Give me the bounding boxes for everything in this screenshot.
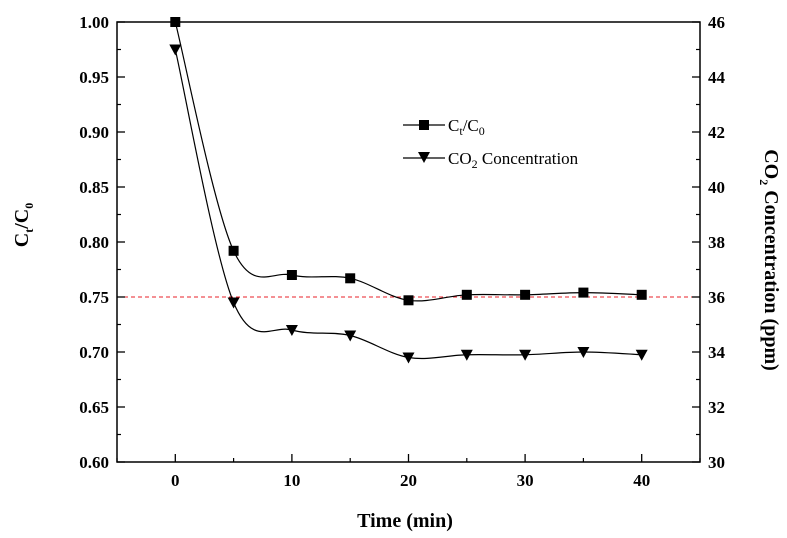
y-left-tick-label: 0.75 <box>79 288 109 307</box>
y-left-axis-title: Ct/C0 <box>11 203 36 247</box>
legend-ratio-sub1: t <box>459 124 463 138</box>
x-tick-label: 0 <box>171 471 180 490</box>
y-right-axis-title: CO2 Concentration (ppm) <box>757 149 782 371</box>
data-point-square <box>345 273 356 284</box>
legend-ratio-sub2: 0 <box>479 124 485 138</box>
legend-co2-sub: 2 <box>472 157 478 171</box>
y-left-tick-label: 0.90 <box>79 123 109 142</box>
plot-border <box>116 21 701 463</box>
data-point-square <box>578 287 589 298</box>
y-right-tick-label: 36 <box>708 288 725 307</box>
y-right-tick-label: 40 <box>708 178 725 197</box>
y-left-tick-label: 0.65 <box>79 398 109 417</box>
data-point-square <box>461 289 472 300</box>
plot-frame <box>116 21 701 463</box>
legend-co2-pre: CO <box>448 149 472 168</box>
legend-ratio-main: C <box>448 116 459 135</box>
y-left-title-main: C <box>11 233 33 247</box>
y-left-tick-label: 0.70 <box>79 343 109 362</box>
series-line <box>174 21 642 302</box>
data-point-square <box>520 289 531 300</box>
y-right-tick-label: 38 <box>708 233 725 252</box>
data-point-triangle <box>169 44 182 56</box>
y-left-tick-label: 0.95 <box>79 68 109 87</box>
y-left-tick-label: 1.00 <box>79 13 109 32</box>
data-point-square <box>228 245 239 256</box>
y-right-tick-label: 44 <box>708 68 726 87</box>
data-point-triangle <box>344 330 357 342</box>
series-line <box>174 49 642 360</box>
y-left-title-sub1: t <box>22 229 36 233</box>
x-tick-label: 40 <box>633 471 650 490</box>
y-right-tick-label: 46 <box>708 13 725 32</box>
series-1 <box>169 44 648 364</box>
data-point-triangle <box>577 347 590 358</box>
ticks-layer: 0 10 20 30 400.600.650.700.750.800.850.900.9… <box>79 13 725 490</box>
series-layer <box>169 17 648 364</box>
data-point-square <box>403 295 414 306</box>
x-tick-label: 30 <box>517 471 534 490</box>
legend-label-ratio: Ct/C0 <box>448 116 485 138</box>
y-left-title-sep: /C <box>11 209 33 230</box>
data-point-triangle <box>635 349 648 361</box>
x-tick-label: 20 <box>400 471 417 490</box>
data-point-triangle <box>460 349 473 361</box>
x-axis-title: Time (min) <box>357 510 453 532</box>
data-point-triangle <box>227 297 240 309</box>
y-right-tick-label: 42 <box>708 123 725 142</box>
data-point-square <box>286 270 297 280</box>
y-left-tick-label: 0.60 <box>79 453 109 472</box>
data-point-square <box>636 289 647 300</box>
y-right-tick-label: 34 <box>708 343 726 362</box>
y-left-tick-label: 0.85 <box>79 178 109 197</box>
y-right-title-sub: 2 <box>757 179 771 185</box>
legend-ratio-sep: /C <box>463 116 479 135</box>
data-point-triangle <box>402 352 415 364</box>
y-right-title-post: Concentration (ppm) <box>760 185 782 371</box>
legend: Ct/C0 CO2 Concentration <box>403 116 579 171</box>
legend-label-co2: CO2 Concentration <box>448 149 579 171</box>
y-right-tick-label: 30 <box>708 453 725 472</box>
series-0 <box>170 17 647 306</box>
data-point-triangle <box>519 349 532 361</box>
y-right-tick-label: 32 <box>708 398 725 417</box>
legend-marker-triangle <box>418 152 430 163</box>
y-right-title-pre: CO <box>760 149 782 179</box>
y-left-title-sub2: 0 <box>22 203 36 209</box>
legend-marker-square <box>419 120 429 130</box>
data-point-square <box>170 17 181 27</box>
y-left-tick-label: 0.80 <box>79 233 109 252</box>
legend-co2-post: Concentration <box>478 149 579 168</box>
data-point-triangle <box>285 325 298 336</box>
x-tick-label: 10 <box>283 471 300 490</box>
